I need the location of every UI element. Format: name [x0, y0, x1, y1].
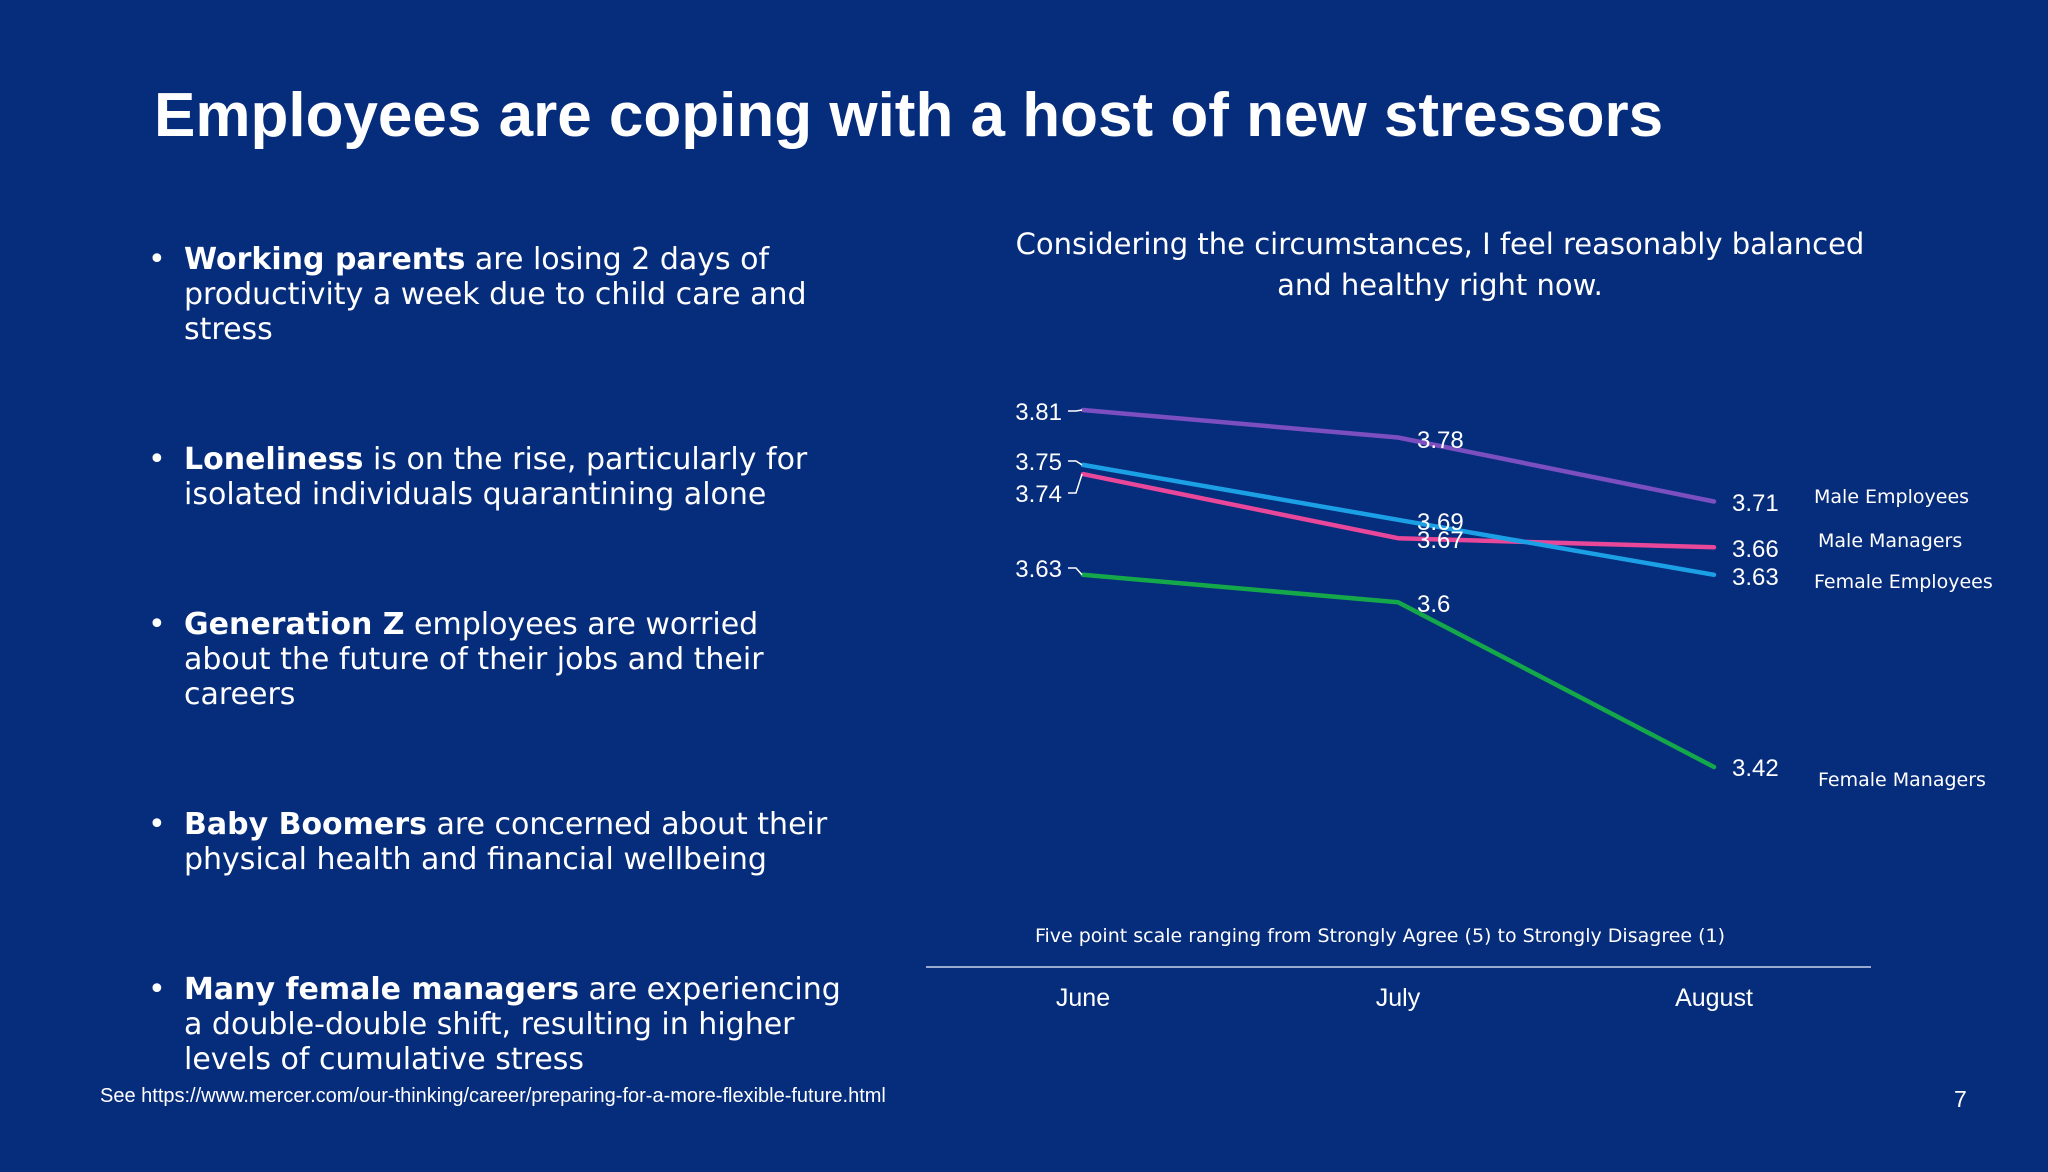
bullet-item: Many female managers are experiencing a …: [148, 972, 848, 1077]
bullet-bold: Many female managers: [184, 972, 580, 1007]
series-name-label: Male Employees: [1814, 486, 1969, 508]
bullet-item: Baby Boomers are concerned about their p…: [148, 807, 848, 877]
series-line: [1080, 407, 1717, 504]
page-number: 7: [1954, 1086, 1967, 1112]
x-tick-label: July: [1376, 984, 1421, 1012]
series-name-label: Female Employees: [1814, 571, 1993, 593]
data-label: 3.63: [1015, 556, 1062, 583]
data-label: 3.69: [1417, 509, 1464, 536]
bullet-item: Generation Z employees are worried about…: [148, 607, 848, 712]
data-label: 3.67: [1417, 527, 1464, 554]
bullet-text: are losing 2 days of productivity a week…: [184, 242, 807, 347]
data-label: 3.78: [1417, 427, 1464, 454]
bullet-item: Working parents are losing 2 days of pro…: [148, 242, 848, 347]
data-label: 3.81: [1015, 399, 1062, 426]
leader-line: [1068, 567, 1083, 576]
bullet-bold: Loneliness: [184, 442, 364, 477]
bullet-bold: Working parents: [184, 242, 466, 277]
bullet-bold: Generation Z: [184, 607, 405, 642]
leader-line: [1068, 473, 1083, 494]
series-line: [1080, 471, 1717, 550]
bullet-text: employees are worried about the future o…: [184, 607, 764, 712]
leader-line: [1068, 409, 1083, 412]
chart-note: Five point scale ranging from Strongly A…: [1035, 925, 1725, 947]
slide-title: Employees are coping with a host of new …: [154, 81, 1664, 150]
series-name-label: Male Managers: [1818, 530, 1962, 552]
bullet-text: are concerned about their physical healt…: [184, 807, 828, 877]
leader-line: [1068, 460, 1083, 466]
series-line: [1080, 462, 1717, 578]
bullet-item: Loneliness is on the rise, particularly …: [148, 442, 848, 512]
chart-title: Considering the circumstances, I feel re…: [1015, 227, 1865, 302]
bullet-bold: Baby Boomers: [184, 807, 427, 842]
data-label: 3.6: [1417, 591, 1450, 618]
series-name-label: Female Managers: [1818, 769, 1986, 791]
bullet-text: is on the rise, particularly for isolate…: [184, 442, 808, 512]
data-label: 3.74: [1015, 481, 1062, 508]
bullet-text: are experiencing a double-double shift, …: [184, 972, 841, 1077]
source-note: See https://www.mercer.com/our-thinking/…: [100, 1085, 886, 1107]
series-line: [1080, 572, 1717, 770]
data-label: 3.42: [1732, 755, 1779, 782]
x-tick-label: August: [1675, 984, 1753, 1012]
data-label: 3.71: [1732, 490, 1779, 517]
x-tick-label: June: [1056, 984, 1110, 1012]
data-label: 3.66: [1732, 536, 1779, 563]
bullet-list: Working parents are losing 2 days of pro…: [148, 242, 848, 1172]
data-label: 3.63: [1732, 564, 1779, 591]
data-label: 3.75: [1015, 449, 1062, 476]
